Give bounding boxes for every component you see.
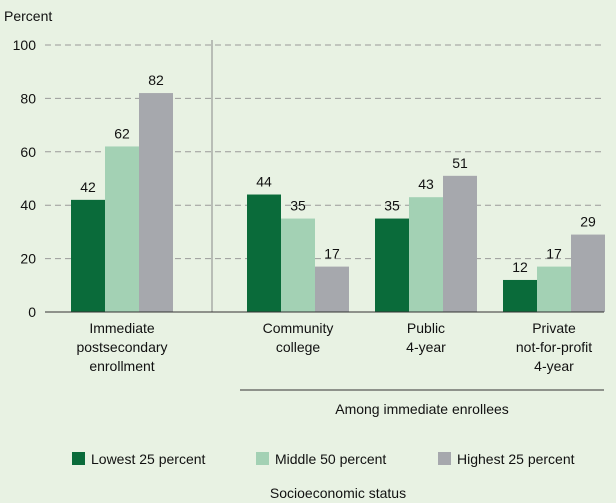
bar — [443, 175, 477, 312]
bar-value-label: 29 — [580, 214, 596, 230]
legend-label: Lowest 25 percent — [91, 451, 206, 467]
bar-value-label: 35 — [384, 198, 400, 214]
bar — [139, 93, 173, 312]
y-tick-label: 80 — [20, 90, 36, 106]
category-label: 4-year — [534, 358, 574, 374]
legend-swatch — [438, 452, 451, 465]
category-label: not-for-profit — [516, 339, 592, 355]
bar-value-label: 35 — [290, 198, 306, 214]
bar — [409, 197, 443, 312]
bar — [375, 218, 409, 312]
bar-value-label: 17 — [546, 246, 562, 262]
bar-value-label: 51 — [452, 155, 468, 171]
legend-label: Highest 25 percent — [457, 451, 575, 467]
bar — [537, 266, 571, 312]
category-label: Private — [532, 320, 576, 336]
bar-value-label: 17 — [324, 246, 340, 262]
bar — [281, 218, 315, 312]
y-tick-label: 60 — [20, 144, 36, 160]
legend-label: Middle 50 percent — [275, 451, 386, 467]
category-label: Community — [263, 320, 334, 336]
y-axis-title: Percent — [4, 8, 52, 24]
legend-swatch — [72, 452, 85, 465]
category-label: 4-year — [406, 339, 446, 355]
bar — [503, 279, 537, 312]
y-tick-label: 100 — [13, 37, 37, 53]
legend-title: Socioeconomic status — [270, 485, 406, 501]
bar-value-label: 44 — [256, 174, 272, 190]
y-tick-label: 20 — [20, 251, 36, 267]
bar — [571, 234, 605, 312]
legend-swatch — [256, 452, 269, 465]
bar — [71, 199, 105, 312]
group-label: Among immediate enrollees — [335, 401, 509, 417]
bar-value-label: 82 — [148, 72, 164, 88]
category-label: postsecondary — [76, 339, 167, 355]
bar-value-label: 43 — [418, 176, 434, 192]
category-label: Immediate — [89, 320, 155, 336]
bar-value-label: 62 — [114, 125, 130, 141]
bar-value-label: 42 — [80, 179, 96, 195]
bar — [105, 146, 139, 312]
category-label: Public — [407, 320, 445, 336]
category-label: enrollment — [89, 358, 154, 374]
bar-value-label: 12 — [512, 259, 528, 275]
category-label: college — [276, 339, 321, 355]
bar — [247, 194, 281, 312]
y-tick-label: 0 — [28, 304, 36, 320]
y-tick-label: 40 — [20, 197, 36, 213]
bar — [315, 266, 349, 312]
